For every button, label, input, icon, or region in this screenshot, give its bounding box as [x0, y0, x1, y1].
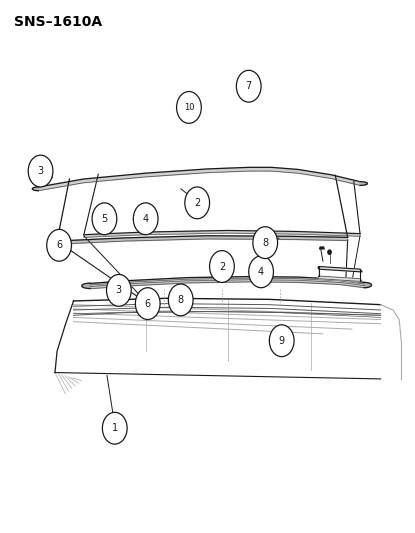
- Text: 6: 6: [56, 240, 62, 251]
- Polygon shape: [360, 182, 367, 185]
- Circle shape: [185, 187, 210, 219]
- Polygon shape: [57, 236, 348, 244]
- Circle shape: [168, 284, 193, 316]
- Circle shape: [210, 251, 234, 282]
- Circle shape: [269, 325, 294, 357]
- Text: SNS–1610A: SNS–1610A: [14, 14, 102, 29]
- Text: 4: 4: [143, 214, 149, 224]
- Text: 8: 8: [178, 295, 184, 305]
- Circle shape: [47, 229, 71, 261]
- Text: 10: 10: [184, 103, 194, 112]
- Circle shape: [253, 227, 278, 259]
- Text: 2: 2: [194, 198, 200, 208]
- Text: 5: 5: [101, 214, 107, 224]
- Text: 7: 7: [246, 81, 252, 91]
- Circle shape: [135, 288, 160, 319]
- Text: 8: 8: [262, 238, 268, 248]
- Polygon shape: [82, 283, 90, 289]
- Polygon shape: [364, 282, 371, 288]
- Circle shape: [177, 92, 201, 123]
- Text: 9: 9: [278, 336, 285, 346]
- Circle shape: [249, 256, 273, 288]
- Circle shape: [28, 155, 53, 187]
- Circle shape: [133, 203, 158, 235]
- Polygon shape: [32, 187, 39, 191]
- Polygon shape: [319, 246, 325, 249]
- Text: 2: 2: [219, 262, 225, 271]
- Circle shape: [237, 70, 261, 102]
- Text: 3: 3: [116, 285, 122, 295]
- Polygon shape: [318, 266, 362, 281]
- Polygon shape: [39, 167, 360, 191]
- Text: 4: 4: [258, 267, 264, 277]
- Circle shape: [103, 413, 127, 444]
- Text: 1: 1: [112, 423, 118, 433]
- Circle shape: [92, 203, 117, 235]
- Text: 6: 6: [145, 298, 151, 309]
- Circle shape: [328, 250, 331, 254]
- Text: 3: 3: [37, 166, 44, 176]
- Polygon shape: [90, 277, 364, 289]
- Polygon shape: [84, 230, 360, 237]
- Circle shape: [107, 274, 131, 306]
